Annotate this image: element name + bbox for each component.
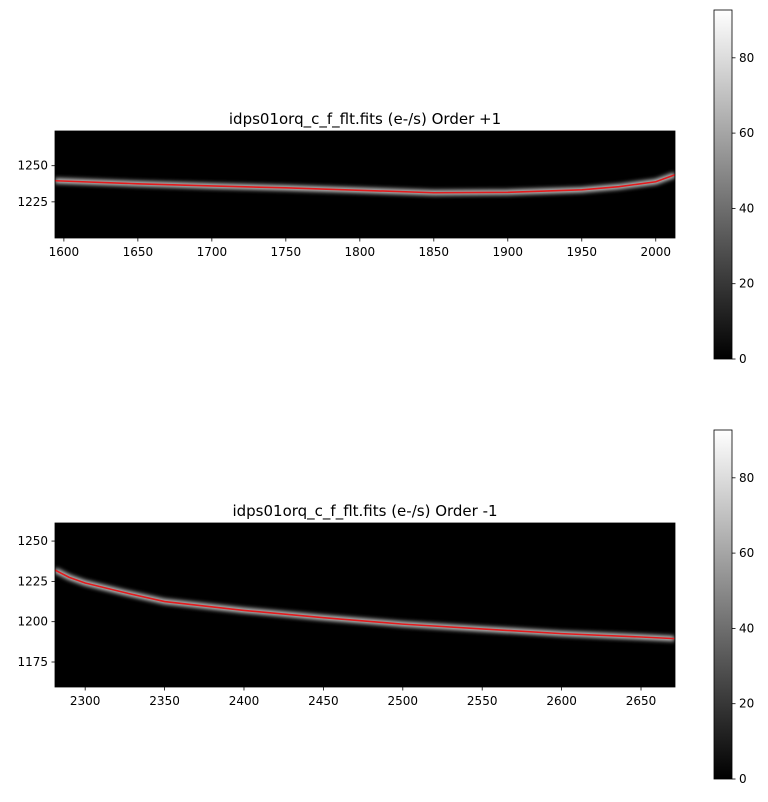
y-tick-label: 1200	[17, 615, 48, 629]
x-tick-label: 2550	[467, 694, 498, 708]
y-tick-label: 1250	[17, 159, 48, 173]
colorbar-tick-label: 80	[739, 51, 754, 65]
x-tick-label: 1900	[493, 245, 524, 259]
x-tick-label: 1600	[49, 245, 80, 259]
y-tick-label: 1250	[17, 534, 48, 548]
colorbar-tick-label: 60	[739, 546, 754, 560]
y-tick-label: 1225	[17, 574, 48, 588]
x-tick-label: 1700	[197, 245, 228, 259]
colorbar-tick-label: 0	[739, 772, 747, 786]
x-tick-label: 1850	[419, 245, 450, 259]
x-tick-label: 1800	[345, 245, 376, 259]
axes-frame	[54, 522, 676, 688]
x-tick-label: 2000	[640, 245, 671, 259]
x-tick-label: 2650	[626, 694, 657, 708]
colorbar-tick-label: 0	[739, 352, 747, 366]
colorbar-tick-label: 20	[739, 277, 754, 291]
colorbar	[713, 9, 733, 360]
trace-line	[55, 569, 675, 640]
y-tick-label: 1225	[17, 195, 48, 209]
axes-frame	[54, 130, 676, 239]
x-tick-label: 2350	[149, 694, 180, 708]
x-tick-label: 2300	[70, 694, 101, 708]
colorbar-tick-label: 40	[739, 201, 754, 215]
colorbar-tick-label: 20	[739, 697, 754, 711]
colorbar-tick-label: 40	[739, 621, 754, 635]
chart-title: idps01orq_c_f_flt.fits (e-/s) Order +1	[229, 110, 501, 129]
x-tick-label: 1750	[271, 245, 302, 259]
y-tick-label: 1175	[17, 655, 48, 669]
chart-title: idps01orq_c_f_flt.fits (e-/s) Order -1	[232, 502, 497, 521]
x-tick-label: 2600	[546, 694, 577, 708]
colorbar	[713, 429, 733, 780]
colorbar-tick-label: 80	[739, 471, 754, 485]
image-background	[55, 523, 675, 687]
x-tick-label: 1650	[123, 245, 154, 259]
colorbar-tick-label: 60	[739, 126, 754, 140]
trace-line	[55, 174, 675, 194]
x-tick-label: 1950	[567, 245, 598, 259]
x-tick-label: 2450	[308, 694, 339, 708]
x-tick-label: 2400	[229, 694, 260, 708]
x-tick-label: 2500	[388, 694, 419, 708]
